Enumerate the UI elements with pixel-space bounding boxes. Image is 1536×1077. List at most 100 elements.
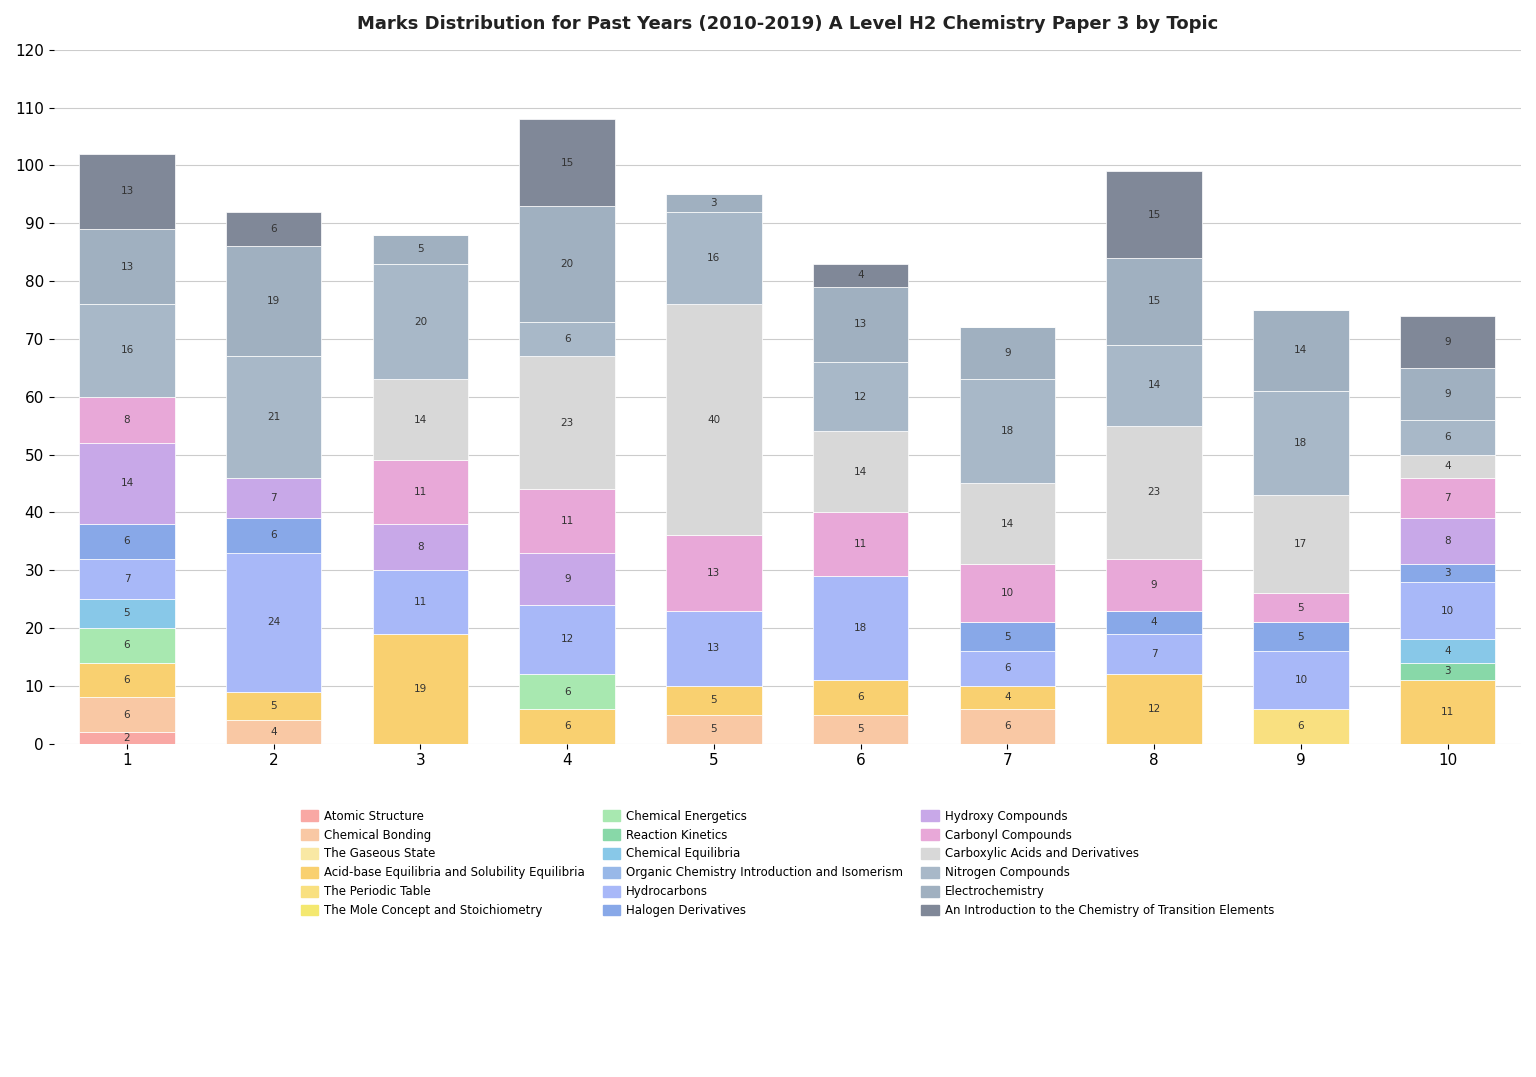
Text: 10: 10 <box>1295 675 1307 685</box>
Text: 6: 6 <box>1005 722 1011 731</box>
Text: 2: 2 <box>124 732 131 743</box>
Bar <box>813 432 908 513</box>
Bar <box>1399 582 1496 640</box>
Text: 18: 18 <box>1295 438 1307 448</box>
Bar <box>1253 391 1349 495</box>
Text: 6: 6 <box>124 675 131 685</box>
Bar <box>519 489 614 553</box>
Bar <box>80 229 175 304</box>
Title: Marks Distribution for Past Years (2010-2019) A Level H2 Chemistry Paper 3 by To: Marks Distribution for Past Years (2010-… <box>356 15 1218 33</box>
Text: 7: 7 <box>1444 493 1452 503</box>
Bar <box>667 686 762 715</box>
Text: 13: 13 <box>120 262 134 271</box>
Bar <box>1106 633 1201 674</box>
Bar <box>519 206 614 322</box>
Legend: Atomic Structure, Chemical Bonding, The Gaseous State, Acid-base Equilibria and : Atomic Structure, Chemical Bonding, The … <box>296 805 1278 922</box>
Bar <box>960 686 1055 709</box>
Text: 11: 11 <box>413 597 427 607</box>
Text: 4: 4 <box>270 727 276 737</box>
Bar <box>1106 171 1201 258</box>
Bar <box>519 322 614 356</box>
Bar <box>1106 258 1201 345</box>
Text: 9: 9 <box>1444 389 1452 398</box>
Text: 9: 9 <box>564 574 570 584</box>
Text: 13: 13 <box>854 320 868 330</box>
Bar <box>960 652 1055 686</box>
Bar <box>960 564 1055 623</box>
Bar <box>960 379 1055 484</box>
Text: 6: 6 <box>270 531 276 541</box>
Text: 10: 10 <box>1001 588 1014 598</box>
Text: 11: 11 <box>561 516 574 526</box>
Text: 5: 5 <box>711 724 717 735</box>
Bar <box>960 327 1055 379</box>
Bar <box>80 732 175 743</box>
Text: 18: 18 <box>1001 426 1014 436</box>
Text: 13: 13 <box>120 186 134 196</box>
Text: 5: 5 <box>1298 631 1304 642</box>
Bar <box>80 443 175 523</box>
Bar <box>226 247 321 356</box>
Bar <box>226 356 321 477</box>
Text: 21: 21 <box>267 411 281 422</box>
Text: 20: 20 <box>561 258 574 269</box>
Text: 6: 6 <box>1444 432 1452 443</box>
Text: 6: 6 <box>564 722 570 731</box>
Bar <box>667 535 762 611</box>
Text: 7: 7 <box>1150 649 1158 659</box>
Text: 14: 14 <box>413 415 427 424</box>
Bar <box>813 286 908 362</box>
Bar <box>226 721 321 743</box>
Bar <box>519 553 614 605</box>
Bar <box>226 212 321 247</box>
Text: 19: 19 <box>413 684 427 694</box>
Text: 6: 6 <box>124 710 131 719</box>
Bar <box>1106 345 1201 425</box>
Text: 3: 3 <box>1444 568 1452 578</box>
Bar <box>373 570 468 633</box>
Bar <box>1399 518 1496 564</box>
Text: 5: 5 <box>711 695 717 705</box>
Text: 15: 15 <box>1147 210 1161 220</box>
Bar <box>519 605 614 674</box>
Text: 6: 6 <box>564 334 570 344</box>
Bar <box>667 715 762 743</box>
Text: 5: 5 <box>1298 603 1304 613</box>
Bar <box>373 523 468 570</box>
Bar <box>519 356 614 489</box>
Bar <box>226 477 321 518</box>
Text: 9: 9 <box>1005 348 1011 359</box>
Bar <box>813 264 908 286</box>
Bar <box>667 611 762 686</box>
Bar <box>667 304 762 535</box>
Bar <box>226 691 321 721</box>
Bar <box>1106 674 1201 743</box>
Bar <box>960 709 1055 743</box>
Bar <box>1399 564 1496 582</box>
Text: 11: 11 <box>413 487 427 498</box>
Bar <box>373 379 468 460</box>
Bar <box>80 599 175 628</box>
Bar <box>80 697 175 732</box>
Text: 9: 9 <box>1444 337 1452 347</box>
Text: 18: 18 <box>854 623 868 633</box>
Bar <box>813 362 908 432</box>
Text: 14: 14 <box>1147 380 1161 390</box>
Bar <box>813 513 908 576</box>
Bar <box>1253 709 1349 743</box>
Text: 11: 11 <box>1441 707 1455 717</box>
Bar <box>1399 316 1496 367</box>
Text: 12: 12 <box>561 634 574 644</box>
Text: 5: 5 <box>418 244 424 254</box>
Text: 6: 6 <box>270 224 276 234</box>
Bar <box>1399 420 1496 454</box>
Text: 9: 9 <box>1150 579 1158 589</box>
Text: 40: 40 <box>708 415 720 424</box>
Bar <box>1399 680 1496 743</box>
Text: 6: 6 <box>564 686 570 697</box>
Text: 15: 15 <box>561 157 574 168</box>
Bar <box>1106 559 1201 611</box>
Bar <box>373 264 468 379</box>
Text: 6: 6 <box>857 693 863 702</box>
Text: 19: 19 <box>267 296 281 306</box>
